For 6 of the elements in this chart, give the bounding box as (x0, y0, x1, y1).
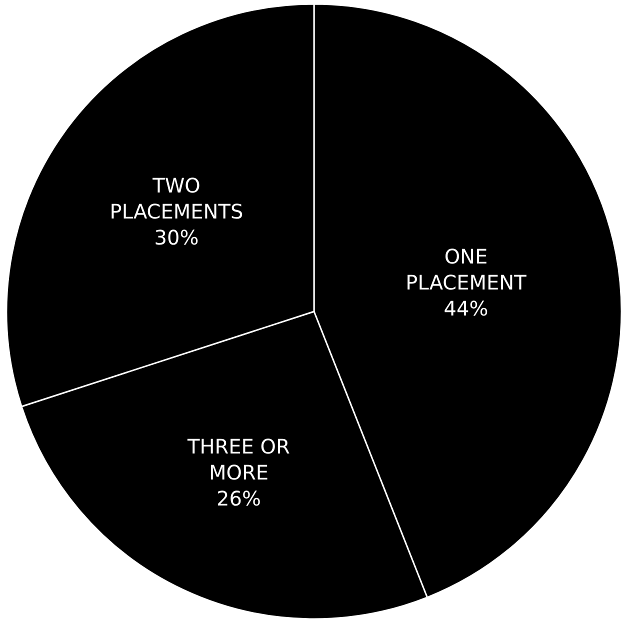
slice-label: ONE PLACEMENT (406, 244, 528, 294)
slice-label: TWO PLACEMENTS (110, 174, 244, 224)
slice-label: THREE OR MORE (186, 434, 290, 484)
data-label: 30% (154, 226, 199, 250)
data-label: 44% (444, 296, 488, 320)
data-label: 26% (216, 486, 261, 510)
